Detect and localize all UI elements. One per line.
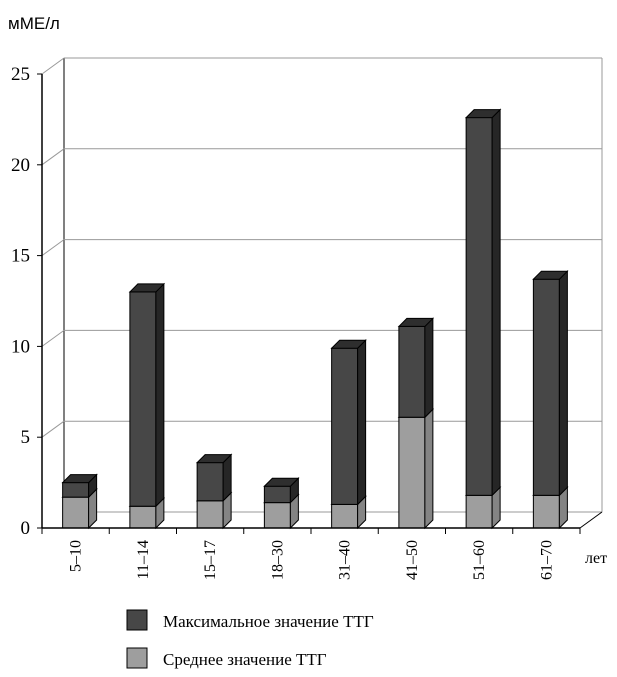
bar-max-side xyxy=(357,339,367,506)
bar-max-side xyxy=(424,317,434,419)
bar-group xyxy=(397,317,435,530)
bar-mean-side xyxy=(424,408,434,530)
bar-mean-front xyxy=(263,502,291,529)
bar-max-front xyxy=(129,291,157,507)
x-tick-label: 41–50 xyxy=(404,540,421,580)
bar-max-top xyxy=(195,454,233,464)
legend-swatch xyxy=(126,647,148,669)
bar-mean-front xyxy=(331,503,359,529)
bar-mean-front xyxy=(398,416,426,529)
bar-max-top xyxy=(330,339,367,349)
bar-group xyxy=(330,339,367,530)
bar-group xyxy=(263,477,300,530)
y-tick-label: 25 xyxy=(11,64,30,85)
bar-mean-front xyxy=(465,494,493,529)
bar-max-front xyxy=(465,117,493,496)
bar-max-top xyxy=(532,270,569,280)
gridline-side xyxy=(41,420,65,438)
x-tick-label: 15–17 xyxy=(202,540,219,580)
legend-swatch xyxy=(126,609,148,631)
bar-mean-front xyxy=(62,496,90,529)
y-axis-label: мМЕ/л xyxy=(8,14,60,33)
bar-max-front xyxy=(398,325,426,418)
bar-max-front xyxy=(263,485,291,504)
gridline-side xyxy=(41,57,65,75)
x-tick-label: 5–10 xyxy=(68,540,85,572)
y-tick-label: 0 xyxy=(21,518,31,539)
bar-max-side xyxy=(491,108,501,497)
bar-max-side xyxy=(155,282,165,508)
legend-label: Среднее значение ТТГ xyxy=(163,650,327,669)
x-axis-unit-label: лет xyxy=(585,550,607,567)
legend-label: Максимальное значение ТТГ xyxy=(163,612,374,631)
bar-mean-front xyxy=(129,505,157,529)
x-tick-label: 51–60 xyxy=(471,540,488,580)
bar-group xyxy=(61,473,98,530)
y-tick-label: 20 xyxy=(11,155,30,176)
plot-grid xyxy=(41,57,603,529)
bar-max-front xyxy=(532,278,560,496)
legend: Максимальное значение ТТГ Среднее значени… xyxy=(126,609,374,669)
bar-max-top xyxy=(263,477,300,487)
bar-group xyxy=(464,108,502,530)
bar-max-front xyxy=(196,462,224,502)
axes: 5–10 11–14 15–17 18–30 31–40 41–50 51–60 61–70 0… xyxy=(11,64,581,580)
bar-max-side xyxy=(558,270,568,497)
bars xyxy=(61,108,569,530)
y-tick-label: 15 xyxy=(11,246,30,267)
x-tick-label: 61–70 xyxy=(538,540,555,580)
bar-max-top xyxy=(397,317,435,327)
gridline-side xyxy=(41,329,65,347)
bar-max-front xyxy=(331,347,359,505)
y-tick-label: 10 xyxy=(11,336,30,357)
x-tick-label: 11–14 xyxy=(135,540,152,579)
bar-max-front xyxy=(62,482,90,498)
x-tick-label: 18–30 xyxy=(269,540,286,580)
bar-mean-front xyxy=(196,500,224,529)
legend-item: Максимальное значение ТТГ xyxy=(126,609,374,631)
bar-group xyxy=(532,270,569,530)
gridline-side xyxy=(41,239,65,257)
bar-max-top xyxy=(464,109,502,119)
floor-right-edge xyxy=(579,511,603,529)
bar-max-top xyxy=(61,474,98,484)
gridline-side xyxy=(41,148,65,166)
x-tick-label: 31–40 xyxy=(337,540,354,580)
legend-item: Среднее значение ТТГ xyxy=(126,647,327,669)
y-tick-label: 5 xyxy=(21,427,31,448)
bar-mean-front xyxy=(532,494,560,529)
bar-group xyxy=(195,453,233,530)
bar-max-top xyxy=(128,283,166,293)
bar-group xyxy=(128,282,166,530)
